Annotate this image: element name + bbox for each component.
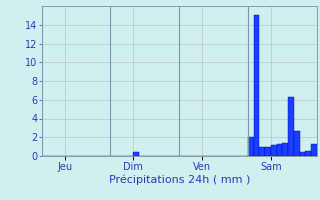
Bar	[288, 97, 294, 156]
Bar	[305, 151, 311, 156]
Bar	[311, 144, 317, 156]
Bar	[254, 15, 260, 156]
Bar	[300, 152, 305, 156]
Bar	[265, 147, 271, 156]
Bar	[277, 144, 282, 156]
Bar	[248, 137, 254, 156]
Bar	[271, 145, 277, 156]
X-axis label: Précipitations 24h ( mm ): Précipitations 24h ( mm )	[108, 174, 250, 185]
Bar	[133, 152, 139, 156]
Bar	[282, 143, 288, 156]
Bar	[260, 147, 265, 156]
Bar	[294, 131, 300, 156]
